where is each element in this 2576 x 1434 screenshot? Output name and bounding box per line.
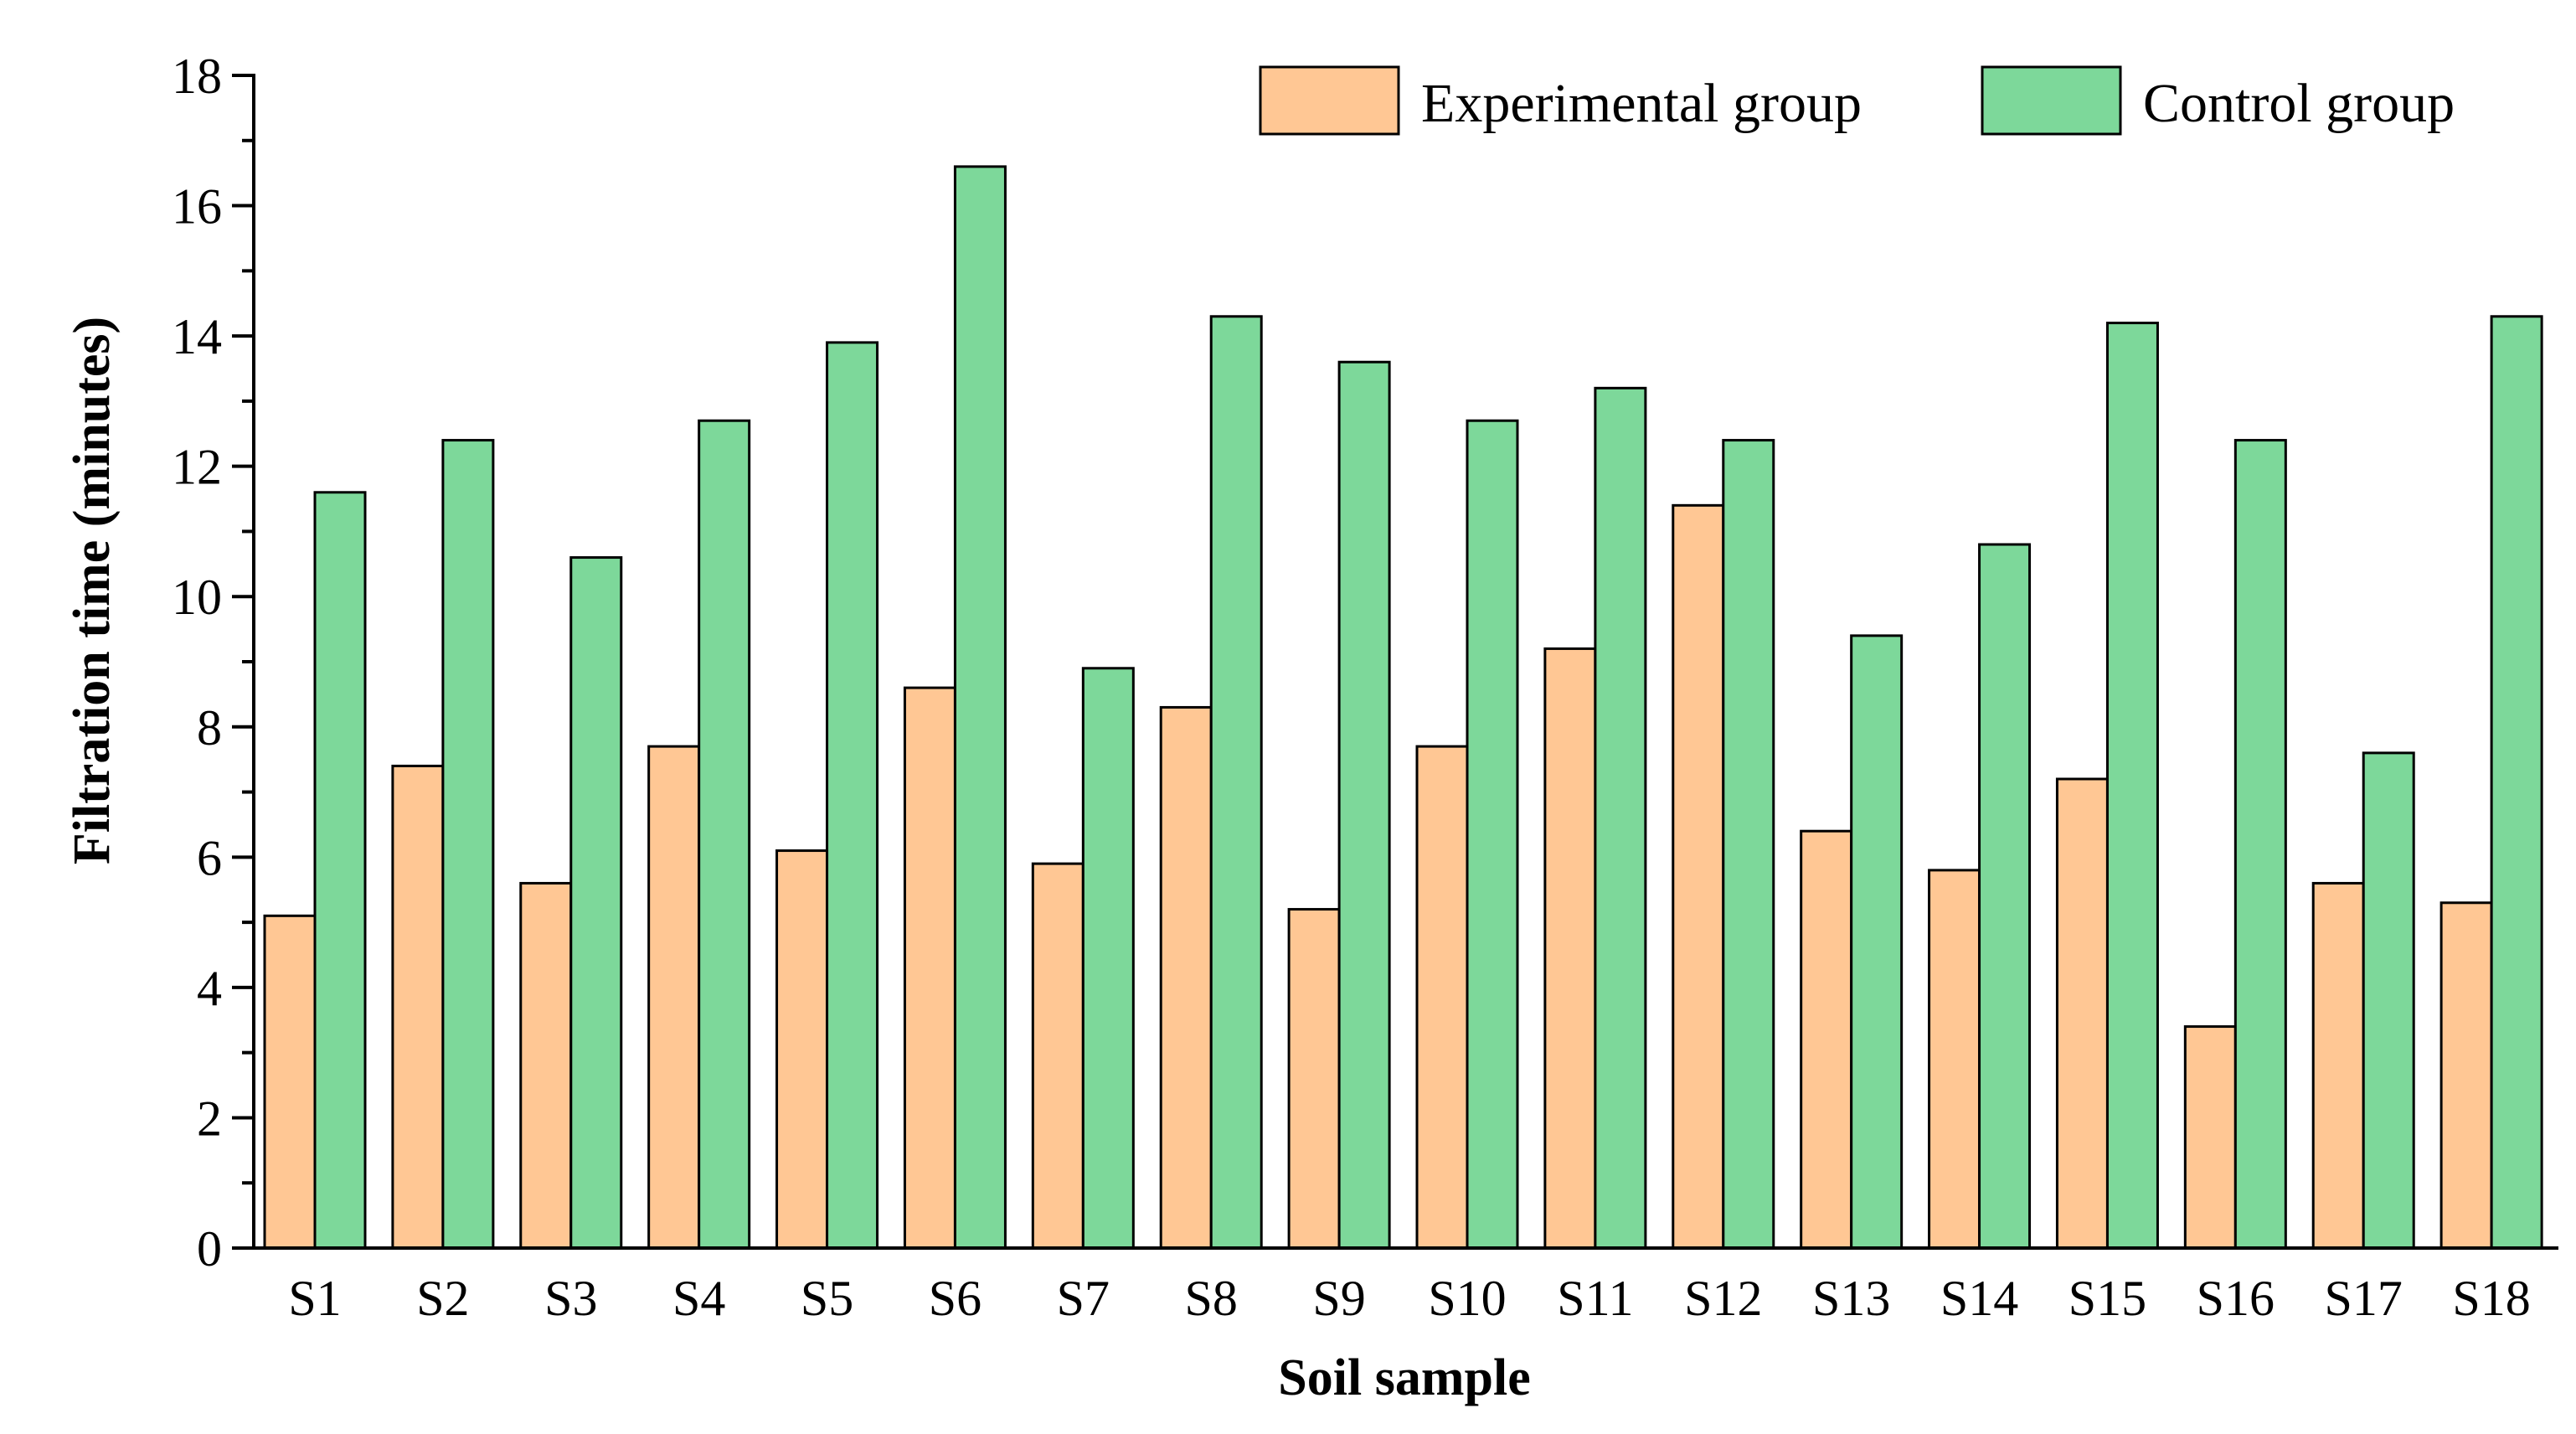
y-tick-label: 6 — [197, 830, 222, 885]
y-tick-label: 0 — [197, 1221, 222, 1277]
bar-experimental-s6 — [903, 686, 956, 1250]
y-tick-label: 4 — [197, 961, 222, 1016]
bar-control-s16 — [2233, 439, 2287, 1250]
y-tick-label: 18 — [172, 49, 222, 104]
bar-experimental-s5 — [775, 849, 829, 1250]
y-tick-label: 14 — [172, 309, 222, 364]
bar-experimental-s2 — [391, 764, 445, 1250]
y-tick-label: 12 — [172, 440, 222, 495]
bar-experimental-s11 — [1543, 647, 1597, 1250]
x-tick-label: S10 — [1428, 1271, 1506, 1326]
x-tick-label: S4 — [672, 1271, 725, 1326]
bar-experimental-s13 — [1800, 829, 1853, 1250]
y-tick-label: 10 — [172, 570, 222, 625]
bar-experimental-s4 — [647, 745, 701, 1250]
bar-experimental-s1 — [263, 914, 317, 1250]
bar-experimental-s12 — [1672, 503, 1725, 1250]
legend-label-experimental: Experimental group — [1421, 73, 1862, 134]
bar-experimental-s16 — [2183, 1025, 2237, 1250]
bar-experimental-s3 — [519, 881, 573, 1250]
x-tick-label: S13 — [1812, 1271, 1890, 1326]
x-tick-label: S6 — [929, 1271, 981, 1326]
bar-experimental-s9 — [1287, 908, 1341, 1250]
x-axis-title: Soil sample — [1278, 1349, 1530, 1406]
y-axis-title: Filtration time (minutes) — [64, 317, 121, 864]
bar-experimental-s18 — [2439, 901, 2493, 1250]
bars-layer — [263, 165, 2543, 1250]
bar-control-s10 — [1466, 419, 1519, 1250]
bar-experimental-s7 — [1031, 862, 1084, 1250]
bar-control-s8 — [1209, 315, 1263, 1250]
y-tick-label: 2 — [197, 1091, 222, 1146]
x-tick-label: S9 — [1312, 1271, 1365, 1326]
bar-control-s11 — [1594, 386, 1647, 1250]
y-tick-label: 16 — [172, 179, 222, 235]
bar-control-s14 — [1978, 543, 2032, 1250]
bar-control-s15 — [2105, 322, 2159, 1250]
legend-label-control: Control group — [2143, 73, 2455, 134]
x-tick-label: S11 — [1557, 1271, 1633, 1326]
x-tick-label: S3 — [544, 1271, 597, 1326]
bar-experimental-s10 — [1415, 745, 1469, 1250]
x-tick-label: S17 — [2325, 1271, 2403, 1326]
axes-layer — [232, 74, 2558, 1250]
bar-experimental-s17 — [2311, 881, 2365, 1250]
x-tick-label: S15 — [2069, 1271, 2146, 1326]
x-tick-label: S2 — [416, 1271, 469, 1326]
bar-control-s9 — [1337, 360, 1391, 1250]
bar-experimental-s15 — [2055, 777, 2109, 1250]
bar-control-s3 — [569, 556, 623, 1250]
bar-experimental-s8 — [1159, 705, 1213, 1250]
x-tick-label: S12 — [1684, 1271, 1762, 1326]
bar-control-s2 — [441, 439, 495, 1250]
x-tick-label: S14 — [1940, 1271, 2018, 1326]
bar-control-s1 — [313, 491, 367, 1250]
bar-control-s12 — [1722, 439, 1775, 1250]
legend: Experimental group Control group — [1259, 65, 2455, 136]
bar-control-s5 — [826, 341, 879, 1250]
bar-control-s4 — [698, 419, 751, 1250]
bar-control-s6 — [953, 165, 1007, 1250]
x-tick-label: S16 — [2197, 1271, 2275, 1326]
bar-control-s17 — [2362, 751, 2415, 1250]
bar-experimental-s14 — [1928, 869, 1981, 1250]
ticks-layer: S1 S2 S3 S4 S5 S6 S7 S8 S9 S10 S11 S12 S13 S14 S15 S16 S… — [172, 49, 2531, 1326]
x-tick-label: S18 — [2452, 1271, 2530, 1326]
y-tick-label: 8 — [197, 700, 222, 756]
legend-swatch-experimental — [1259, 65, 1400, 136]
x-tick-label: S7 — [1057, 1271, 1110, 1326]
x-tick-label: S1 — [288, 1271, 341, 1326]
bar-control-s18 — [2490, 315, 2543, 1250]
x-tick-label: S5 — [801, 1271, 853, 1326]
bar-control-s7 — [1081, 667, 1135, 1250]
x-tick-label: S8 — [1185, 1271, 1238, 1326]
bar-control-s13 — [1850, 634, 1904, 1250]
legend-swatch-control — [1981, 65, 2122, 136]
